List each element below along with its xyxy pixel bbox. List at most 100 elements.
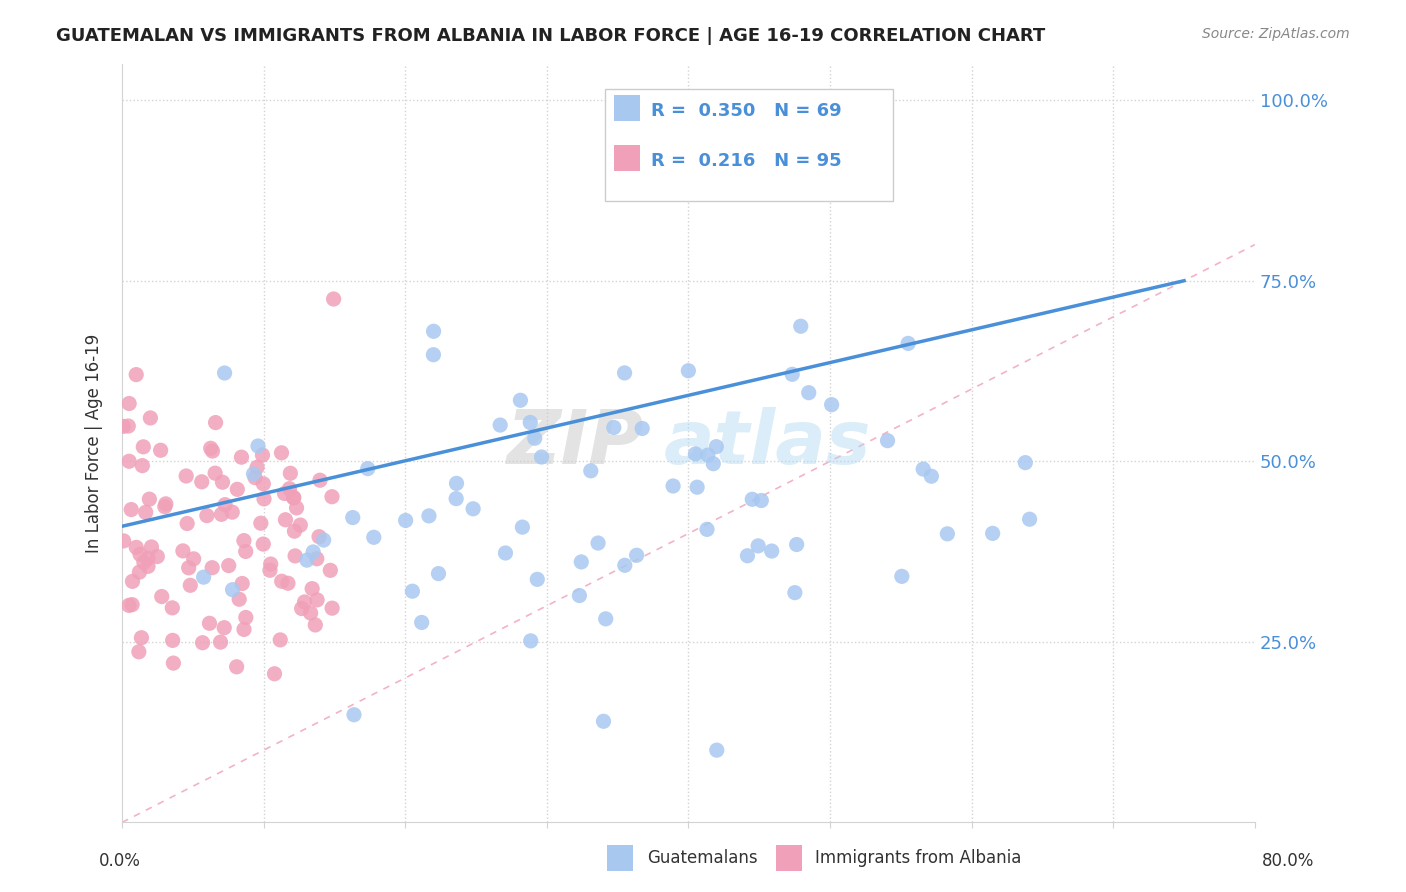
Point: [519, 416, 541, 430]
Point: [411, 615, 433, 630]
Point: [304, 618, 326, 632]
Point: [284, 549, 307, 563]
Point: [783, 585, 806, 599]
Point: [444, 491, 467, 506]
Point: [305, 551, 328, 566]
Point: [418, 508, 440, 523]
Point: [747, 539, 769, 553]
Point: [489, 418, 512, 433]
Point: [269, 632, 291, 647]
Point: [118, 454, 141, 468]
Point: [981, 526, 1004, 541]
Point: [273, 486, 295, 500]
Point: [125, 368, 148, 382]
Point: [702, 457, 724, 471]
Point: [613, 558, 636, 573]
Point: [120, 502, 142, 516]
Point: [183, 552, 205, 566]
Point: [242, 467, 264, 481]
Point: [307, 593, 329, 607]
Point: [121, 598, 143, 612]
Point: [214, 366, 236, 380]
Point: [136, 551, 159, 566]
Point: [162, 600, 184, 615]
Point: [235, 610, 257, 624]
Point: [321, 601, 343, 615]
Point: [786, 537, 808, 551]
Point: [278, 482, 301, 496]
Point: [131, 458, 153, 473]
Point: [138, 492, 160, 507]
Point: [177, 561, 200, 575]
Point: [129, 547, 152, 561]
Point: [162, 633, 184, 648]
Point: [200, 442, 222, 456]
Point: [263, 666, 285, 681]
Point: [301, 582, 323, 596]
Point: [131, 631, 153, 645]
Point: [290, 518, 312, 533]
Point: [218, 558, 240, 573]
Point: [132, 440, 155, 454]
Point: [128, 565, 150, 579]
Point: [155, 497, 177, 511]
Point: [191, 636, 214, 650]
Point: [139, 411, 162, 425]
Text: R =  0.216   N = 95: R = 0.216 N = 95: [651, 153, 842, 170]
Y-axis label: In Labor Force | Age 16-19: In Labor Force | Age 16-19: [86, 334, 103, 553]
Point: [308, 530, 330, 544]
Point: [309, 473, 332, 487]
Point: [342, 510, 364, 524]
Point: [259, 563, 281, 577]
Point: [149, 443, 172, 458]
Point: [737, 549, 759, 563]
Point: [706, 743, 728, 757]
Point: [749, 493, 772, 508]
Point: [1014, 456, 1036, 470]
Point: [704, 440, 727, 454]
Point: [211, 475, 233, 490]
Point: [278, 467, 301, 481]
Point: [322, 292, 344, 306]
Point: [118, 396, 141, 410]
Point: [190, 475, 212, 489]
Point: [174, 469, 197, 483]
Point: [523, 431, 546, 445]
Point: [235, 544, 257, 558]
Point: [146, 549, 169, 564]
Point: [172, 544, 194, 558]
Point: [201, 560, 224, 574]
Point: [270, 446, 292, 460]
Point: [295, 553, 318, 567]
Point: [125, 541, 148, 555]
Text: 0.0%: 0.0%: [98, 852, 141, 870]
Point: [797, 385, 820, 400]
Point: [761, 544, 783, 558]
Point: [696, 448, 718, 462]
Point: [890, 569, 912, 583]
Point: [132, 555, 155, 569]
Point: [876, 434, 898, 448]
Point: [592, 714, 614, 729]
Point: [252, 448, 274, 462]
Point: [395, 513, 418, 527]
Point: [283, 491, 305, 505]
Point: [626, 549, 648, 563]
Point: [121, 574, 143, 589]
Point: [936, 526, 959, 541]
Point: [214, 498, 236, 512]
Point: [422, 324, 444, 338]
Point: [912, 462, 935, 476]
Point: [118, 599, 141, 613]
Point: [696, 522, 718, 536]
Point: [790, 319, 813, 334]
Point: [463, 501, 485, 516]
Point: [260, 557, 283, 571]
Point: [319, 563, 342, 577]
Point: [741, 492, 763, 507]
Point: [209, 635, 232, 649]
Point: [246, 439, 269, 453]
Point: [294, 595, 316, 609]
Point: [176, 516, 198, 531]
Point: [678, 364, 700, 378]
